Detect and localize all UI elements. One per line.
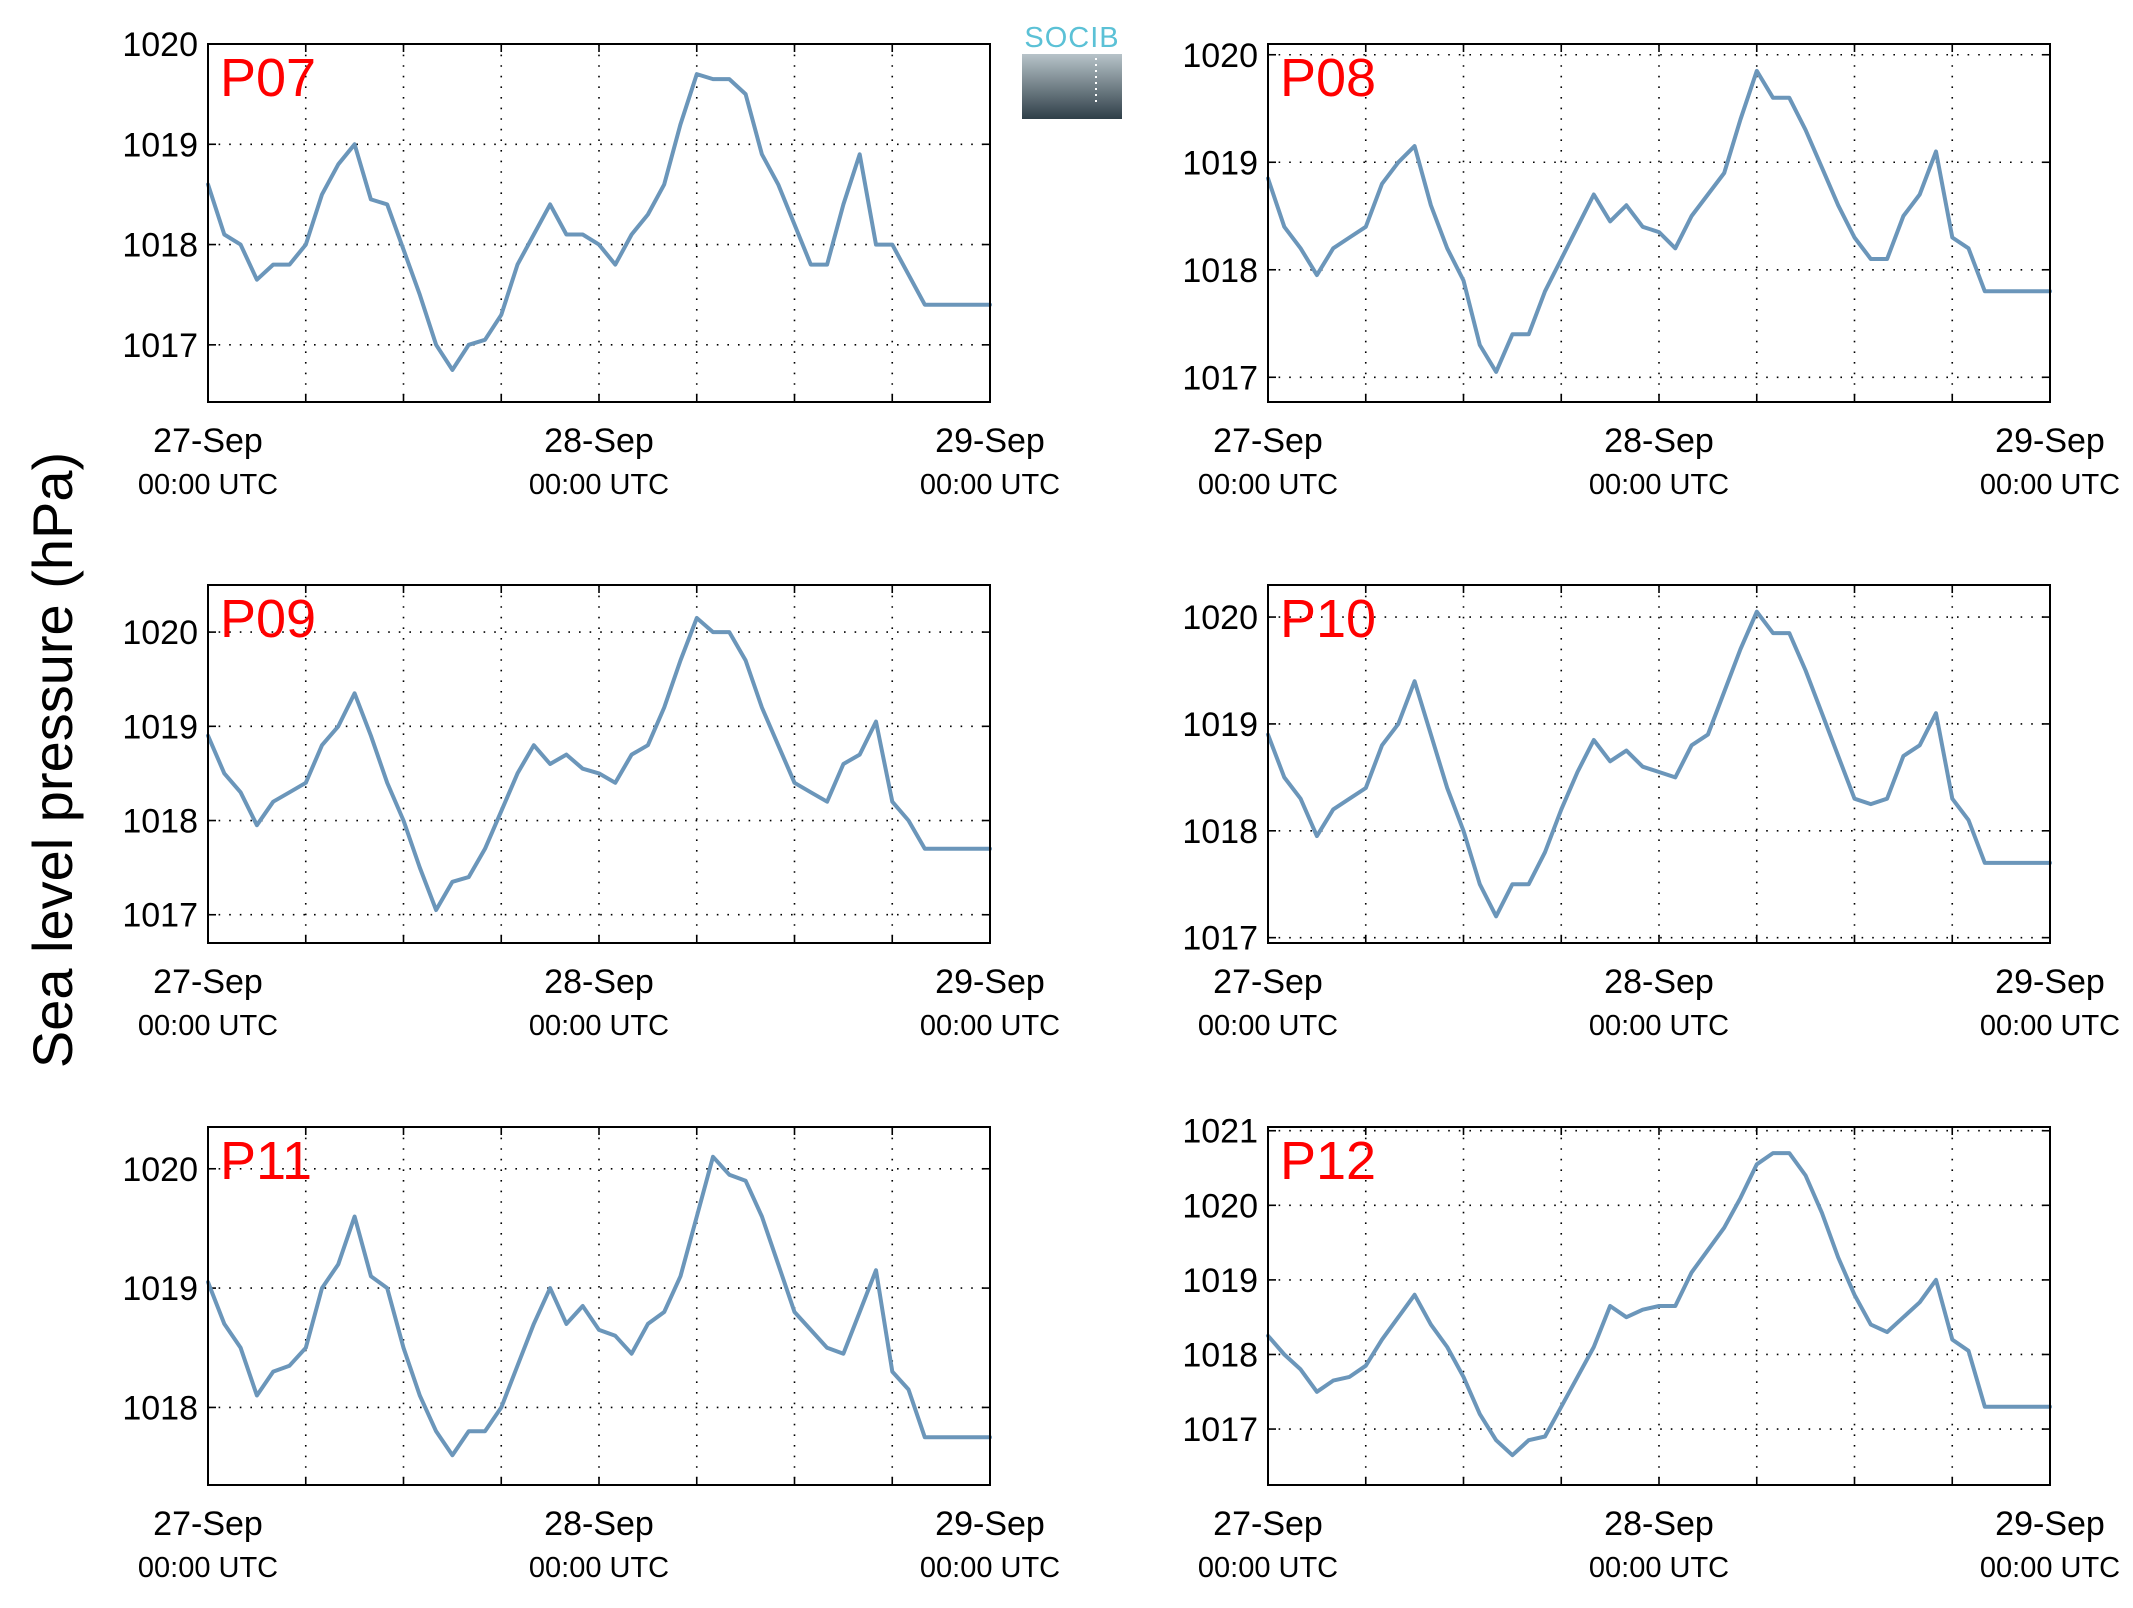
- panel-p10-ytick-label: 1020: [1182, 599, 1258, 637]
- panel-p08-xtick-time: 00:00 UTC: [1980, 469, 2120, 501]
- panel-p09-xtick-date: 29-Sep: [935, 963, 1045, 1001]
- panel-p10-frame: [1267, 584, 2051, 944]
- panel-p08-ytick-label: 1020: [1182, 37, 1258, 75]
- panel-p12-ytick-label: 1020: [1182, 1187, 1258, 1225]
- panel-p09-ytick-label: 1020: [122, 614, 198, 652]
- panel-p07-xtick-date: 27-Sep: [153, 422, 263, 460]
- panel-p08-ytick-label: 1019: [1182, 144, 1258, 182]
- panel-p07-ytick-label: 1020: [122, 26, 198, 64]
- panel-p08-xtick-date: 28-Sep: [1604, 422, 1714, 460]
- panel-p11-xtick-time: 00:00 UTC: [138, 1552, 278, 1584]
- socib-logo: SOCIB: [1022, 22, 1122, 119]
- panel-p12-ytick-label: 1018: [1182, 1336, 1258, 1374]
- panel-p07-label: P07: [220, 48, 316, 108]
- panel-p07-xtick-time: 00:00 UTC: [138, 469, 278, 501]
- panel-p08-xtick-date: 27-Sep: [1213, 422, 1323, 460]
- panel-p08-ytick-label: 1018: [1182, 252, 1258, 290]
- panel-p12-xtick-date: 27-Sep: [1213, 1505, 1323, 1543]
- panel-p09-frame: [207, 584, 991, 944]
- panel-p11-ytick-label: 1018: [122, 1389, 198, 1427]
- panel-p08-xtick-time: 00:00 UTC: [1589, 469, 1729, 501]
- panel-p08: 1017 1018 1019 1020 P08 27-Sep 00:00 UTC 28-Sep…: [1182, 37, 2120, 501]
- panel-p10-xtick-date: 27-Sep: [1213, 963, 1323, 1001]
- panel-p09-xtick-time: 00:00 UTC: [529, 1010, 669, 1042]
- panel-p08-frame: [1267, 43, 2051, 403]
- panel-p10-xtick-time: 00:00 UTC: [1198, 1010, 1338, 1042]
- panel-p11-xtick-date: 29-Sep: [935, 1505, 1045, 1543]
- panel-p09-ytick-label: 1017: [122, 897, 198, 935]
- panel-p10-ytick-label: 1017: [1182, 920, 1258, 958]
- panel-p07-xtick-time: 00:00 UTC: [529, 469, 669, 501]
- panel-p11-xtick-time: 00:00 UTC: [920, 1552, 1060, 1584]
- panel-p07-series-line: [206, 72, 992, 372]
- panel-p12-xtick-date: 28-Sep: [1604, 1505, 1714, 1543]
- panel-p11: 1018 1019 1020 P11 27-Sep 00:00 UTC 28-Sep 00:0…: [122, 1126, 1060, 1584]
- panel-p11-label: P11: [220, 1131, 312, 1191]
- panel-p09-ytick-label: 1019: [122, 708, 198, 746]
- panel-p10-xtick-time: 00:00 UTC: [1980, 1010, 2120, 1042]
- panel-p09-series-line: [206, 616, 992, 912]
- panel-p12-series-line: [1266, 1151, 2052, 1458]
- panel-p07-xtick-date: 28-Sep: [544, 422, 654, 460]
- panel-p08-xtick-date: 29-Sep: [1995, 422, 2105, 460]
- panel-p11-xtick-date: 27-Sep: [153, 1505, 263, 1543]
- panel-p11-series-line: [206, 1154, 992, 1458]
- panel-p12-frame: [1267, 1126, 2051, 1486]
- panel-p09-xtick-date: 27-Sep: [153, 963, 263, 1001]
- panel-p09-label: P09: [220, 589, 316, 649]
- panel-p10-xtick-date: 29-Sep: [1995, 963, 2105, 1001]
- panel-p12-xtick-time: 00:00 UTC: [1589, 1552, 1729, 1584]
- panel-p09-xtick-time: 00:00 UTC: [138, 1010, 278, 1042]
- panel-p07: 1017 1018 1019 1020 P07 27-Sep 00:00 UTC 28-Sep…: [122, 26, 1060, 501]
- panel-p10: 1017 1018 1019 1020 P10 27-Sep 00:00 UTC 28-Sep…: [1182, 584, 2120, 1042]
- panel-p10-label: P10: [1280, 589, 1376, 649]
- panel-p08-series-line: [1266, 68, 2052, 374]
- panel-p12: 1017 1018 1019 1020 1021 P12 27-Sep 00:00 UTC 28…: [1182, 1113, 2120, 1584]
- chart-panels: 1017 1018 1019 1020 P07 27-Sep 00:00 UTC 28-Sep…: [122, 26, 2120, 1584]
- y-axis-label: Sea level pressure (hPa): [21, 452, 84, 1068]
- panel-p07-xtick-date: 29-Sep: [935, 422, 1045, 460]
- panel-p11-ytick-label: 1020: [122, 1151, 198, 1189]
- panel-p11-frame: [207, 1126, 991, 1486]
- panel-p07-ytick-label: 1017: [122, 327, 198, 365]
- panel-p12-label: P12: [1280, 1131, 1376, 1191]
- panel-p10-ytick-label: 1019: [1182, 706, 1258, 744]
- panel-p09-ytick-label: 1018: [122, 803, 198, 841]
- panel-p09-xtick-time: 00:00 UTC: [920, 1010, 1060, 1042]
- panel-p12-ytick-label: 1021: [1182, 1113, 1258, 1151]
- panel-p11-ytick-label: 1019: [122, 1270, 198, 1308]
- panel-p07-xtick-time: 00:00 UTC: [920, 469, 1060, 501]
- panel-p07-frame: [207, 43, 991, 403]
- panel-p10-xtick-date: 28-Sep: [1604, 963, 1714, 1001]
- panel-p12-xtick-date: 29-Sep: [1995, 1505, 2105, 1543]
- panel-p11-xtick-date: 28-Sep: [544, 1505, 654, 1543]
- panel-p08-xtick-time: 00:00 UTC: [1198, 469, 1338, 501]
- panel-p08-label: P08: [1280, 48, 1376, 108]
- logo-text: SOCIB: [1024, 22, 1119, 54]
- panel-p12-xtick-time: 00:00 UTC: [1980, 1552, 2120, 1584]
- panel-p12-xtick-time: 00:00 UTC: [1198, 1552, 1338, 1584]
- panel-p10-xtick-time: 00:00 UTC: [1589, 1010, 1729, 1042]
- panel-p12-ytick-label: 1019: [1182, 1262, 1258, 1300]
- panel-p11-xtick-time: 00:00 UTC: [529, 1552, 669, 1584]
- panel-p12-ytick-label: 1017: [1182, 1411, 1258, 1449]
- panel-p09: 1017 1018 1019 1020 P09 27-Sep 00:00 UTC 28-Sep…: [122, 584, 1060, 1042]
- panel-p08-ytick-label: 1017: [1182, 359, 1258, 397]
- panel-p10-series-line: [1266, 609, 2052, 919]
- panel-p10-ytick-label: 1018: [1182, 813, 1258, 851]
- panel-p07-ytick-label: 1019: [122, 126, 198, 164]
- panel-p07-ytick-label: 1018: [122, 227, 198, 265]
- panel-p09-xtick-date: 28-Sep: [544, 963, 654, 1001]
